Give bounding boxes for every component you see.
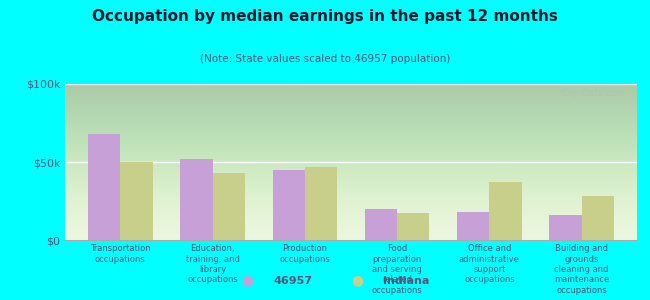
Bar bbox=[457, 212, 489, 240]
Bar bbox=[365, 209, 397, 240]
Bar bbox=[582, 196, 614, 240]
Bar bbox=[489, 182, 522, 240]
Text: (Note: State values scaled to 46957 population): (Note: State values scaled to 46957 popu… bbox=[200, 54, 450, 64]
Text: ●: ● bbox=[241, 274, 253, 287]
Text: Occupation by median earnings in the past 12 months: Occupation by median earnings in the pas… bbox=[92, 9, 558, 24]
Text: 46957: 46957 bbox=[273, 275, 312, 286]
Bar bbox=[549, 215, 582, 240]
Bar bbox=[272, 170, 305, 240]
Bar bbox=[120, 162, 153, 240]
Text: City-Data.com: City-Data.com bbox=[562, 89, 625, 98]
Text: Indiana: Indiana bbox=[384, 275, 430, 286]
Bar bbox=[88, 134, 120, 240]
Bar bbox=[397, 214, 430, 240]
Text: ●: ● bbox=[352, 274, 363, 287]
Bar bbox=[305, 167, 337, 240]
Bar bbox=[213, 173, 245, 240]
Bar bbox=[180, 159, 213, 240]
